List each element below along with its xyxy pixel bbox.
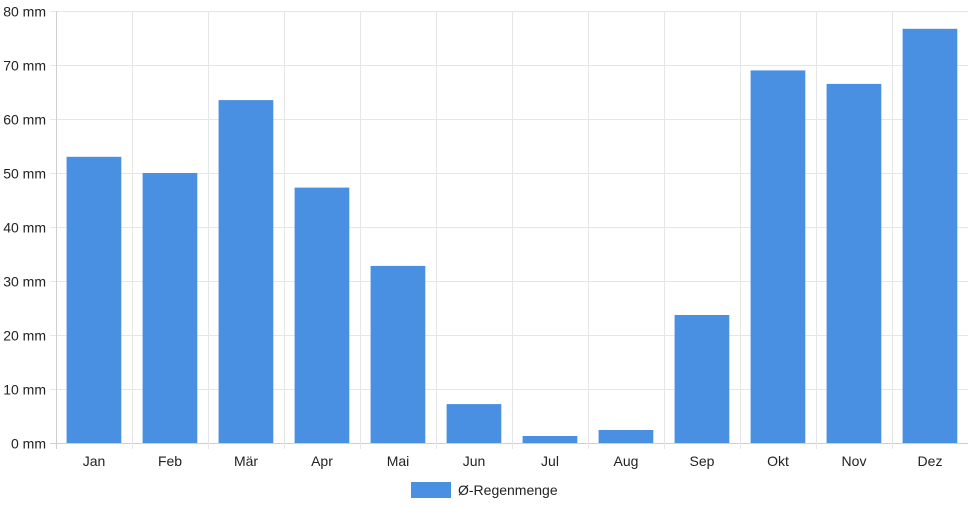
x-tick-label: Jun (463, 453, 486, 469)
y-tick-label: 40 mm (3, 220, 46, 236)
bar-jul[interactable] (522, 436, 578, 443)
x-tick-label: Sep (690, 453, 715, 469)
bar-mär[interactable] (218, 100, 274, 443)
bar-mai[interactable] (370, 265, 426, 443)
legend-swatch (411, 482, 451, 498)
bar-okt[interactable] (750, 70, 806, 444)
bars-group (66, 28, 958, 444)
x-tick-label: Okt (767, 453, 789, 469)
y-tick-label: 0 mm (11, 436, 46, 452)
x-tick-label: Feb (158, 453, 182, 469)
grid-lines (50, 11, 968, 449)
x-tick-label: Mai (387, 453, 410, 469)
y-tick-label: 70 mm (3, 58, 46, 74)
bar-aug[interactable] (598, 430, 654, 443)
legend-label: Ø-Regenmenge (458, 482, 558, 498)
y-tick-label: 30 mm (3, 274, 46, 290)
y-tick-label: 80 mm (3, 4, 46, 20)
x-tick-label: Aug (614, 453, 639, 469)
axes: 0 mm 10 mm 20 mm 30 mm 40 mm 50 mm 60 mm 70 mm 8… (3, 4, 942, 470)
bar-feb[interactable] (142, 173, 198, 443)
bar-sep[interactable] (674, 315, 730, 443)
y-tick-label: 50 mm (3, 166, 46, 182)
x-tick-label: Nov (842, 453, 867, 469)
x-tick-label: Apr (311, 453, 333, 469)
bar-jan[interactable] (66, 156, 122, 444)
bar-jun[interactable] (446, 404, 502, 443)
legend[interactable]: Ø-Regenmenge (411, 482, 558, 498)
bar-dez[interactable] (902, 28, 958, 444)
bar-apr[interactable] (294, 187, 350, 443)
y-tick-label: 10 mm (3, 382, 46, 398)
x-tick-label: Dez (918, 453, 943, 469)
y-tick-label: 60 mm (3, 112, 46, 128)
x-tick-label: Mär (234, 453, 258, 469)
x-tick-label: Jul (541, 453, 559, 469)
y-tick-label: 20 mm (3, 328, 46, 344)
bar-nov[interactable] (826, 83, 882, 444)
x-tick-label: Jan (83, 453, 106, 469)
